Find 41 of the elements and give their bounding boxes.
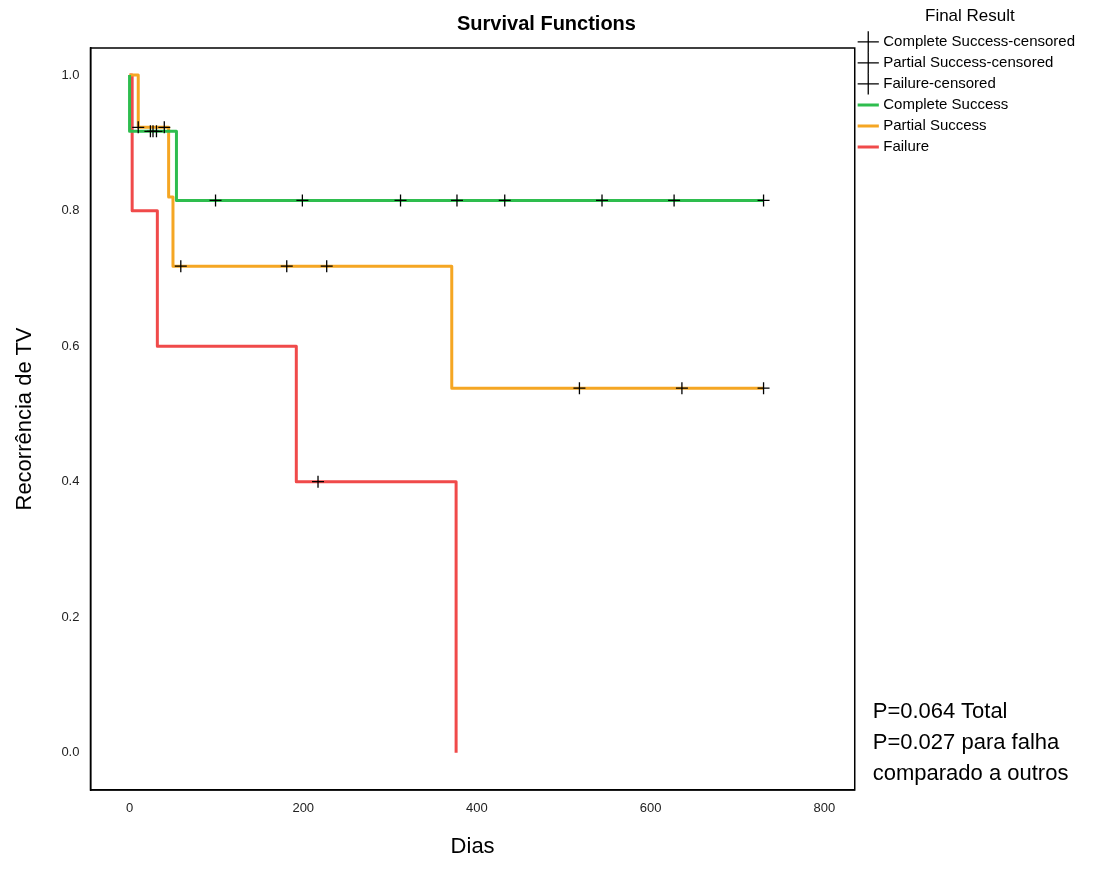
- legend-label: Complete Success: [883, 95, 1009, 113]
- x-tick-label: 200: [292, 800, 315, 816]
- point: [572, 381, 587, 395]
- y-axis-title: Recorrência de TV: [11, 327, 37, 511]
- point: [320, 259, 334, 273]
- legend-label: Partial Success-censored: [883, 53, 1054, 71]
- point: [498, 193, 512, 208]
- point: [595, 193, 609, 208]
- point: [667, 193, 681, 208]
- y-tick-label: 0.8: [61, 202, 80, 218]
- x-axis-title: Dias: [450, 832, 495, 858]
- text: P=0.027 para falha: [872, 729, 1061, 754]
- point: [450, 193, 464, 208]
- legend-label: Partial Success: [883, 116, 987, 134]
- legend-label: Complete Success-censored: [883, 32, 1076, 50]
- point: [208, 193, 223, 208]
- y-tick-label: 0.2: [61, 608, 80, 624]
- point: [280, 259, 294, 273]
- x-tick-label: 0: [125, 800, 134, 816]
- legend-label: Failure: [883, 137, 930, 155]
- y-tick-label: 0.6: [61, 337, 80, 353]
- point: [157, 120, 171, 134]
- x-tick-label: 600: [639, 800, 662, 816]
- legend-title: Final Result: [924, 6, 1016, 26]
- x-tick-label: 800: [813, 800, 836, 816]
- legend-label: Failure-censored: [883, 74, 996, 92]
- point: [131, 120, 145, 134]
- x-tick-label: 400: [466, 800, 488, 816]
- text: P=0.064 Total: [872, 698, 1008, 723]
- point: [311, 475, 325, 489]
- point: [174, 259, 188, 273]
- y-tick-label: 0.0: [61, 744, 80, 760]
- point: [756, 193, 771, 208]
- chart-title: Survival Functions: [457, 11, 636, 34]
- point: [295, 193, 310, 208]
- point: [675, 381, 689, 395]
- point: [393, 193, 408, 208]
- text: comparado a outros: [872, 760, 1069, 785]
- point: [756, 381, 771, 395]
- y-tick-label: 1.0: [61, 66, 80, 82]
- y-tick-label: 0.4: [61, 473, 80, 489]
